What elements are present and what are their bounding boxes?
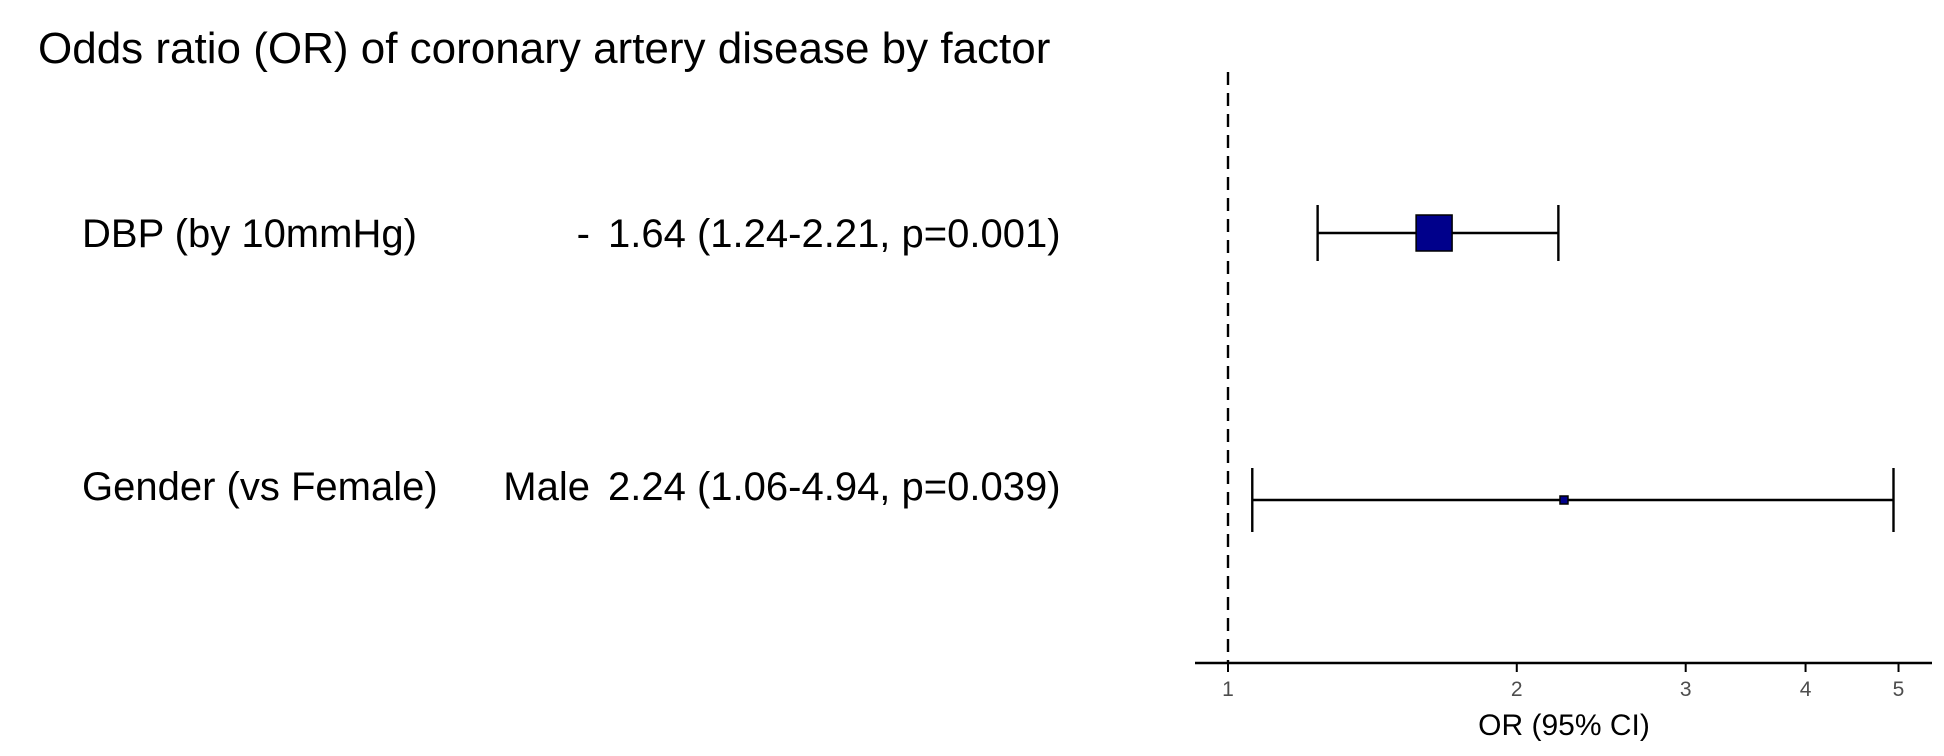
row-label: DBP (by 10mmHg) xyxy=(82,212,417,256)
or-point xyxy=(1415,214,1453,252)
forest-rows: DBP (by 10mmHg) -1.64 (1.24-2.21, p=0.001… xyxy=(82,212,1061,509)
row-level: - xyxy=(577,212,590,256)
x-axis: 1 2 3 4 5 xyxy=(1195,661,1932,701)
x-tick-label: 1 xyxy=(1222,678,1234,701)
or-point xyxy=(1559,495,1569,505)
plot-area xyxy=(1226,72,1895,663)
x-tick-label: 4 xyxy=(1800,678,1812,701)
row-estimate: 1.64 (1.24-2.21, p=0.001) xyxy=(608,212,1061,256)
row-level: Male xyxy=(503,465,590,509)
x-tick-label: 2 xyxy=(1511,678,1523,701)
x-tick-label: 5 xyxy=(1893,678,1905,701)
x-axis-title: OR (95% CI) xyxy=(1478,709,1650,742)
row-label: Gender (vs Female) xyxy=(82,465,438,509)
x-tick-label: 3 xyxy=(1680,678,1692,701)
row-estimate: 2.24 (1.06-4.94, p=0.039) xyxy=(608,465,1061,509)
chart-title: Odds ratio (OR) of coronary artery disea… xyxy=(38,24,1050,73)
